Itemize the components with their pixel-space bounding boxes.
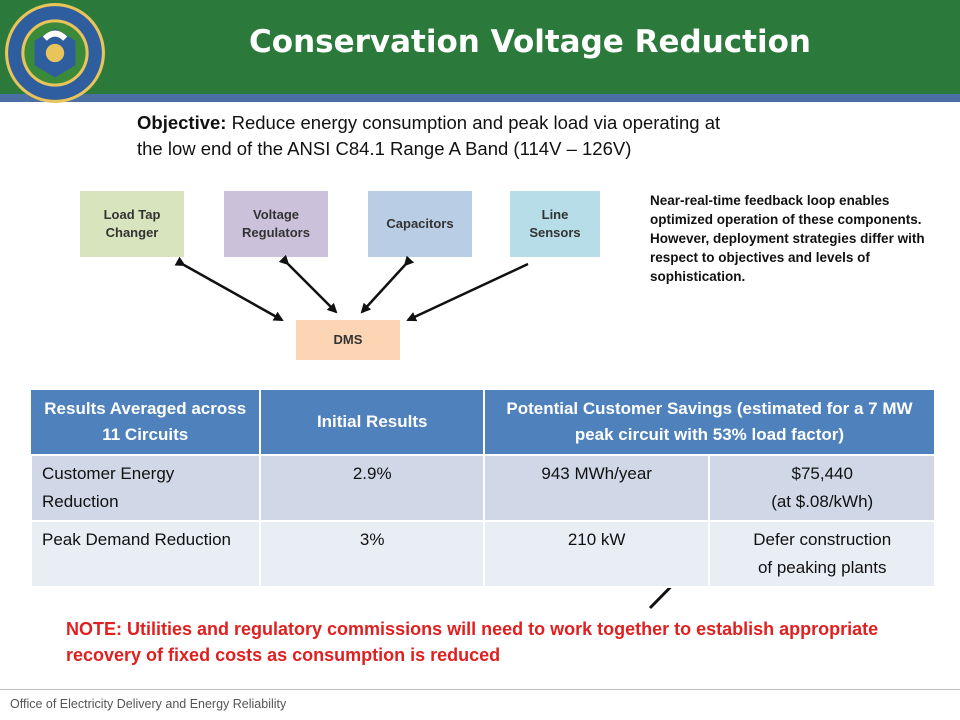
- voltage-regulators-box: Voltage Regulators: [224, 191, 328, 257]
- component-label: Voltage: [253, 207, 299, 222]
- component-label: Load Tap: [103, 207, 161, 222]
- initial-result: 2.9%: [259, 454, 485, 522]
- header-bar: [0, 0, 960, 94]
- arrow-cap-dms: [360, 255, 415, 314]
- arrow-ltc-dms: [174, 256, 284, 322]
- table-header-row: Results Averaged across 11 Circuits Init…: [31, 390, 937, 455]
- component-label: Line: [541, 207, 569, 222]
- row-label: Peak Demand Reduction: [29, 520, 262, 588]
- capacitors-box: Capacitors: [368, 191, 472, 257]
- objective-line-1: Reduce energy consumption and peak load …: [226, 112, 721, 133]
- savings-value: 210 kW: [482, 520, 711, 588]
- header-results-averaged: Results Averaged across 11 Circuits: [31, 390, 262, 455]
- component-label: Sensors: [529, 225, 581, 240]
- component-label: Regulators: [242, 225, 310, 240]
- savings-detail-line: Defer construction: [753, 530, 892, 549]
- component-label: Changer: [105, 225, 159, 240]
- header-initial-results: Initial Results: [260, 390, 485, 455]
- dms-label: DMS: [333, 332, 363, 347]
- load-tap-changer-box: Load Tap Changer: [80, 191, 184, 257]
- arrow-sensors-dms: [406, 262, 529, 322]
- header-stripe: [0, 94, 960, 102]
- results-table: Results Averaged across 11 Circuits Init…: [29, 390, 937, 588]
- footer-divider: [0, 689, 960, 690]
- component-label: Capacitors: [386, 216, 454, 231]
- savings-detail-line: $75,440: [791, 464, 853, 483]
- initial-result: 3%: [259, 520, 485, 588]
- line-sensors-box: Line Sensors: [510, 191, 600, 257]
- row-label: Customer Energy Reduction: [29, 454, 262, 522]
- table-row: Customer Energy Reduction 2.9% 943 MWh/y…: [29, 454, 936, 522]
- savings-detail: $75,440 (at $.08/kWh): [708, 454, 936, 522]
- feedback-loop-note: Near-real-time feedback loop enables opt…: [650, 193, 925, 284]
- objective-text: Objective: Reduce energy consumption and…: [137, 110, 837, 162]
- objective-label: Objective:: [137, 112, 227, 133]
- doe-seal-logo: [5, 3, 105, 103]
- table-row: Peak Demand Reduction 3% 210 kW Defer co…: [29, 520, 936, 588]
- cost-recovery-note: NOTE: Utilities and regulatory commissio…: [66, 619, 879, 665]
- dms-box: DMS: [296, 320, 400, 360]
- savings-detail-line: of peaking plants: [757, 558, 887, 577]
- objective-line-2: the low end of the ANSI C84.1 Range A Ba…: [137, 138, 632, 159]
- savings-value: 943 MWh/year: [482, 454, 711, 522]
- savings-detail-line: (at $.08/kWh): [771, 492, 874, 511]
- header-potential-savings: Potential Customer Savings (estimated fo…: [483, 390, 937, 455]
- savings-detail: Defer construction of peaking plants: [708, 520, 936, 588]
- arrow-vr-dms: [278, 254, 338, 314]
- page-title: Conservation Voltage Reduction: [249, 24, 811, 60]
- footer-text: Office of Electricity Delivery and Energ…: [10, 697, 287, 711]
